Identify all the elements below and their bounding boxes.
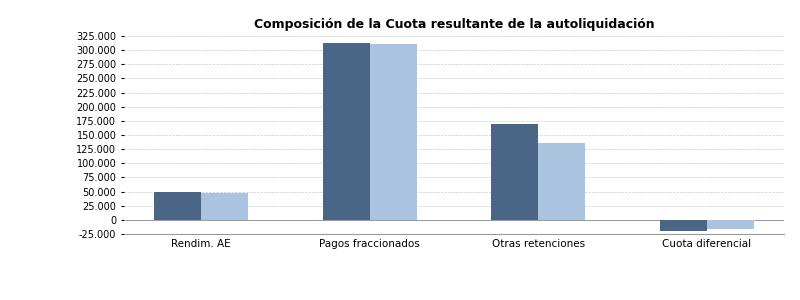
Bar bbox=[370, 44, 417, 220]
Bar bbox=[660, 220, 707, 231]
Bar bbox=[154, 192, 201, 220]
Bar bbox=[201, 193, 248, 220]
Bar bbox=[491, 124, 538, 220]
Bar bbox=[707, 220, 754, 230]
Bar bbox=[538, 143, 586, 220]
Bar bbox=[322, 44, 370, 220]
Title: Composición de la Cuota resultante de la autoliquidación: Composición de la Cuota resultante de la… bbox=[254, 18, 654, 31]
